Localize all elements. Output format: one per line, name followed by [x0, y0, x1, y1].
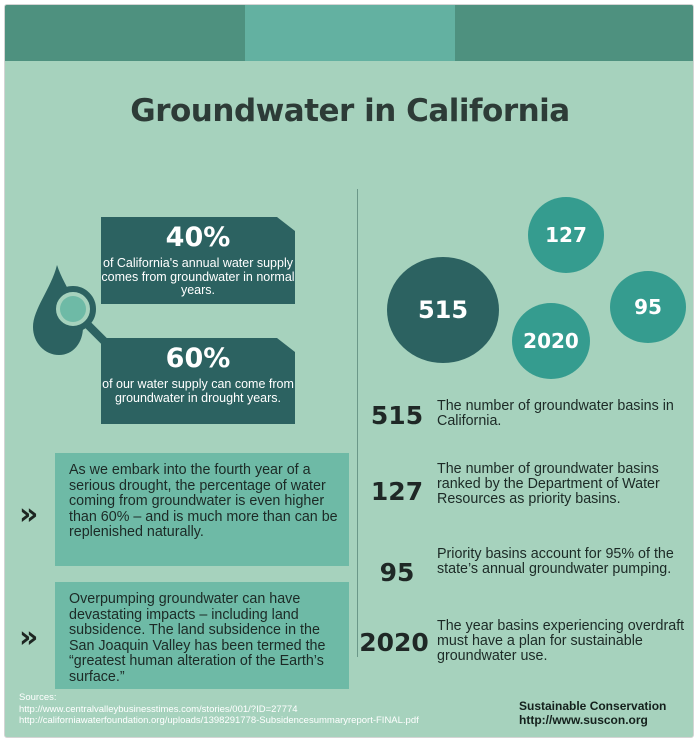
circle-515: 515: [387, 257, 499, 363]
callout-drought-box: As we embark into the fourth year of a s…: [55, 453, 349, 566]
water-drop-magnifier-icon: [33, 265, 119, 356]
header-band-right: [455, 5, 693, 61]
stat-text: of our water supply can come from ground…: [102, 377, 294, 405]
circle-2020: 2020: [512, 303, 590, 379]
header-band-left: [5, 5, 245, 61]
stat-value: 40%: [165, 222, 231, 253]
stat-box-normal-years: 40% of California's annual water supply …: [101, 217, 295, 304]
callout-subsidence-box: Overpumping groundwater can have devasta…: [55, 582, 349, 689]
organization-name: Sustainable Conservation: [519, 699, 667, 713]
fact-number: 95: [379, 558, 415, 587]
double-chevron-icon: »: [19, 497, 39, 532]
callout-text: Overpumping groundwater can have devasta…: [69, 591, 326, 685]
fact-number: 127: [370, 477, 424, 506]
fact-text: The year basins experiencing overdraft m…: [437, 618, 685, 665]
corner-fold: [277, 217, 295, 231]
fact-text: The number of groundwater basins ranked …: [437, 461, 660, 508]
fact-number: 2020: [359, 628, 429, 657]
fact-number: 515: [370, 401, 424, 430]
header-band-middle: [245, 5, 455, 61]
callout-text: As we embark into the fourth year of a s…: [69, 462, 338, 540]
sources: Sources: http://www.centralvalleybusines…: [19, 692, 419, 727]
infographic: Groundwater in California 40% of Califor…: [4, 4, 694, 738]
circle-95: 95: [610, 271, 686, 343]
corner-fold: [277, 338, 295, 352]
stat-text: of California's annual water supply come…: [101, 256, 295, 297]
source-link[interactable]: http://www.centralvalleybusinesstimes.co…: [19, 703, 298, 715]
page-title: Groundwater in California: [130, 93, 570, 129]
stat-box-drought-years: 60% of our water supply can come from gr…: [101, 338, 295, 424]
organization-credit: Sustainable Conservation http://www.susc…: [519, 699, 666, 727]
circle-127: 127: [528, 197, 604, 273]
fact-text: The number of groundwater basins in Cali…: [437, 398, 674, 430]
sources-label: Sources:: [19, 692, 57, 703]
double-chevron-icon: »: [19, 620, 39, 655]
source-link[interactable]: http://californiawaterfoundation.org/upl…: [19, 715, 419, 726]
organization-url[interactable]: http://www.suscon.org: [519, 713, 648, 727]
stat-value: 60%: [165, 343, 231, 374]
vertical-divider: [357, 189, 358, 657]
fact-text: Priority basins account for 95% of the s…: [437, 546, 674, 578]
